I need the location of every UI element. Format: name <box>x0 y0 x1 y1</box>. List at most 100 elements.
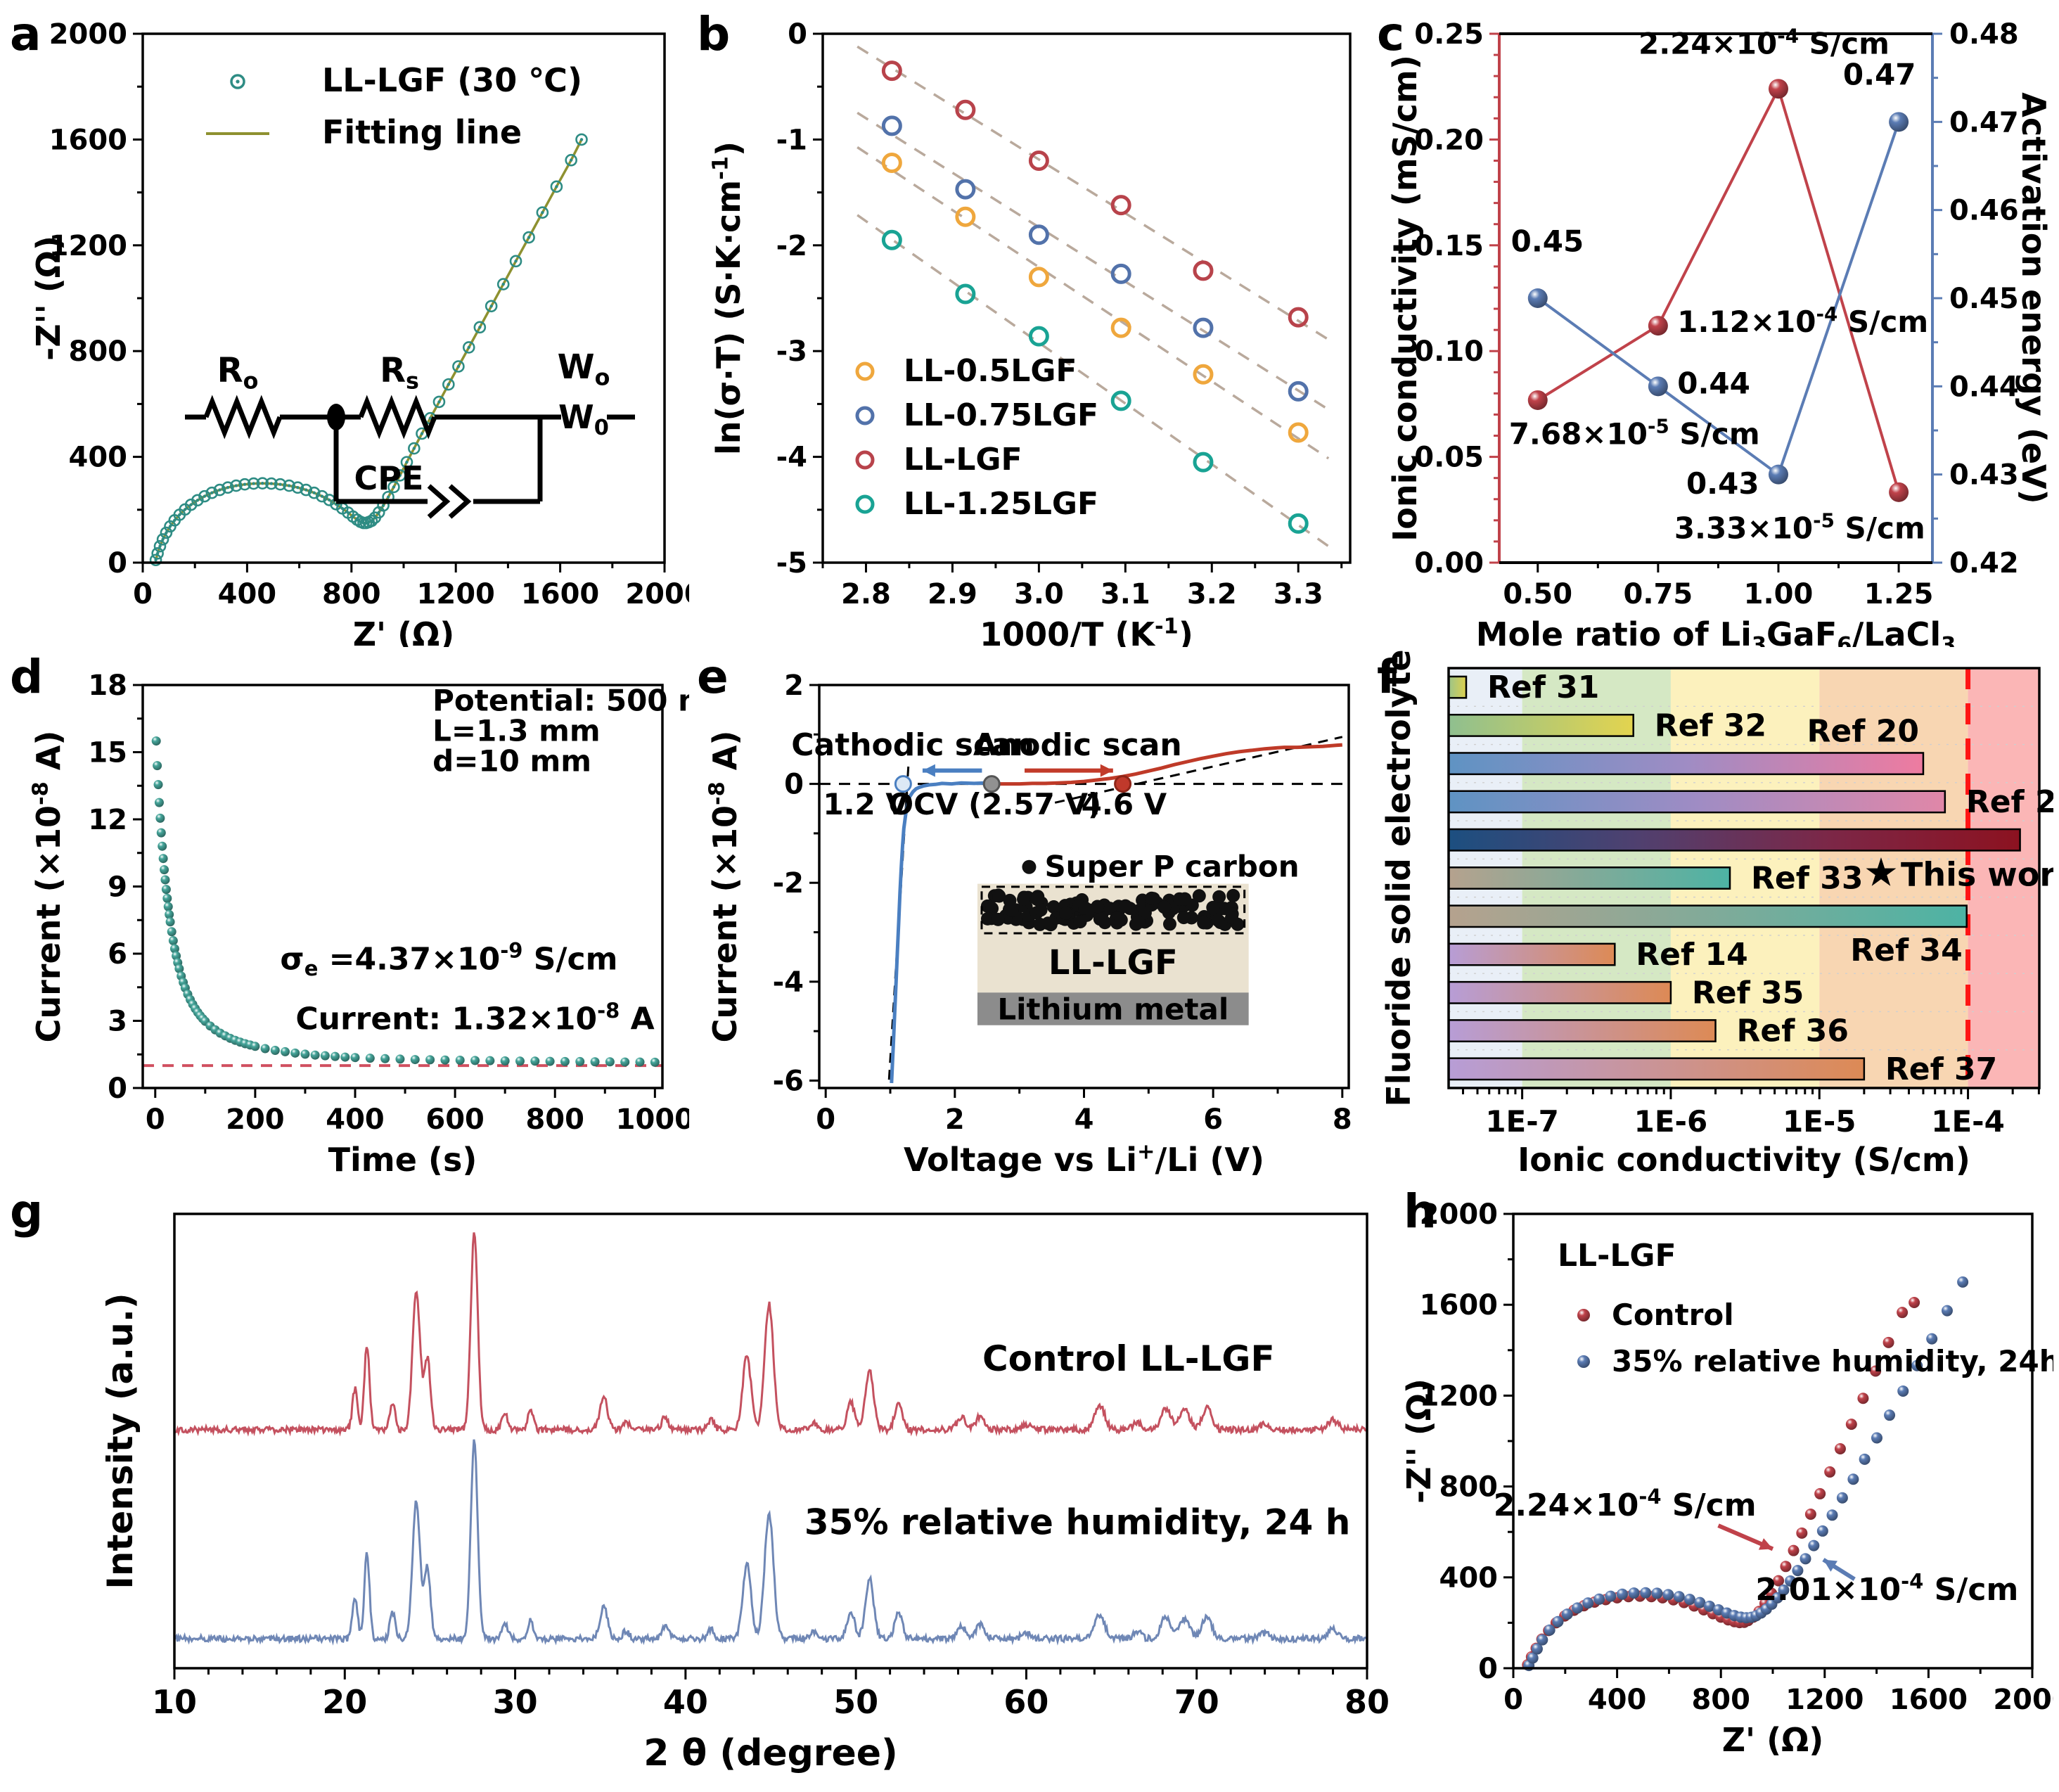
this-work-label: This work <box>1901 855 2053 893</box>
x-tick-label: 0 <box>1503 1684 1523 1716</box>
x-tick-label: 0.75 <box>1624 578 1693 610</box>
y-tick-label: -6 <box>773 1065 804 1097</box>
annotation-text: Current: 1.32×10-8 A <box>295 999 654 1037</box>
circuit-label-rs: Rs <box>380 351 419 395</box>
y-tick-label: 800 <box>1439 1471 1499 1504</box>
y-tick-label: 0 <box>108 1073 127 1105</box>
inset-metal-label: Lithium metal <box>997 992 1229 1027</box>
x-tick-label: 1E-5 <box>1783 1104 1856 1139</box>
annotation-text: 1.2 V <box>823 787 909 821</box>
x-tick-label: 400 <box>326 1103 385 1136</box>
panel-letter-a: a <box>10 7 41 61</box>
y2-tick-label: 0.47 <box>1949 106 2019 139</box>
bar-label: Ref 20 <box>1807 713 1919 749</box>
y-tick-label: -3 <box>776 335 807 368</box>
x-tick-label: 600 <box>425 1103 485 1136</box>
y-axis-title: Fluoride solid electrolyte <box>1380 649 1418 1106</box>
annotation-text: 4.6 V <box>1082 787 1167 821</box>
y-axis-title: Current (×10-8 A) <box>29 731 68 1043</box>
y-tick-label: 0 <box>1478 1653 1498 1685</box>
legend-item-label: Control <box>1612 1298 1734 1332</box>
x-tick-label: 0 <box>146 1103 165 1136</box>
x-tick-label: 2000 <box>1993 1684 2053 1716</box>
panel-e: e Cathodic scan Anodic scan 1.2 V OCV (2.57… <box>693 648 1371 1179</box>
y-tick-label: 2 <box>784 670 804 702</box>
y-tick-label: 1200 <box>1420 1380 1498 1412</box>
y-tick-label: 12 <box>88 804 127 836</box>
bar-Ref 34 <box>1447 904 1968 928</box>
x-tick-label: 6 <box>1203 1103 1223 1136</box>
xrd-trace <box>173 1439 1367 1646</box>
x-tick-label: 30 <box>493 1683 538 1721</box>
x-axis-title: Z' (Ω) <box>1722 1721 1824 1759</box>
y-axis-title: Ionic conductivity (mS/cm) <box>1386 55 1424 542</box>
y-axis-title: Intensity (a.u.) <box>100 1293 141 1589</box>
bar-label: Ref 21 <box>1966 784 2053 820</box>
circuit-label-ro: Ro <box>217 351 259 395</box>
y-tick-label: -2 <box>773 867 804 900</box>
bar-Ref 20 <box>1447 752 1925 776</box>
trace-label: 35% relative humidity, 24 h <box>804 1502 1350 1542</box>
x-tick-label: 10 <box>152 1683 197 1721</box>
y-axis-title: -Z'' (Ω) <box>1400 1378 1438 1504</box>
x-tick-label: 1.25 <box>1864 578 1934 610</box>
x-tick-label: 1200 <box>417 578 495 610</box>
x-tick-label: 2.9 <box>928 578 977 610</box>
y-axis-title: -Z'' (Ω) <box>30 236 68 361</box>
bar-Ref 37 <box>1447 1057 1866 1081</box>
y-tick-label: -4 <box>773 966 804 999</box>
x-tick-label: 400 <box>218 578 277 610</box>
x-tick-label: 3.2 <box>1187 578 1237 610</box>
y-axis-title: ln(σ·T) (S·K·cm-1) <box>709 141 748 455</box>
bar-Ref 36 <box>1447 1019 1717 1043</box>
x-tick-label: 800 <box>322 578 381 610</box>
series-line <box>1537 121 1900 477</box>
panel-letter-h: h <box>1404 1184 1437 1239</box>
panel-h: h 2.24×10-4 S/cm 2.01×10-4 S/cm 0 400 800 120… <box>1399 1183 2059 1786</box>
warburg-symbol: W0 <box>558 398 609 440</box>
y-tick-label: -5 <box>776 547 807 580</box>
current-decay-chart-d: Potential: 500 mVL=1.3 mmd=10 mm σe =4.37… <box>29 670 732 1179</box>
x-tick-label: 1600 <box>1890 1684 1968 1716</box>
x-tick-label: 40 <box>663 1683 708 1721</box>
legend-title: LL-LGF <box>1558 1238 1676 1274</box>
xrd-trace <box>174 1232 1367 1438</box>
y-tick-label: 3 <box>108 1006 127 1038</box>
x-axis-title: Voltage vs Li+/Li (V) <box>904 1140 1264 1179</box>
x-tick-label: 1E-4 <box>1931 1104 2005 1139</box>
annotation-text: d=10 mm <box>432 744 591 779</box>
conductivity-energy-chart-c: 2.24×10-4 S/cm 1.12×10-4 S/cm 7.68×10-5 S/… <box>1386 18 2053 658</box>
annotation-text: 0.45 <box>1511 224 1584 259</box>
y-axis-title: Current (×10-8 A) <box>705 731 745 1043</box>
bar-Ref 31 <box>1447 675 1468 699</box>
x-tick-label: 2000 <box>625 578 689 610</box>
bar-Ref 21 <box>1447 790 1946 814</box>
conductivity-comparison-bars-f: Ref 31 Ref 32 Ref 20 Ref 21 Ref 33 Ref 34 Ref … <box>1380 649 2059 1179</box>
y-tick-label: 0 <box>784 769 804 801</box>
annotation-text: σe =4.37×10-9 S/cm <box>280 939 617 981</box>
y-tick-label: 2000 <box>49 18 127 51</box>
x-tick-label: 50 <box>833 1683 878 1721</box>
y2-tick-label: 0.42 <box>1949 547 2019 580</box>
nyquist-humidity-chart-h: 2.24×10-4 S/cm 2.01×10-4 S/cm 0 400 800 1200 1… <box>1400 1198 2059 1759</box>
xrd-chart-g: Control LL-LGF 35% relative humidity, 24 … <box>100 1212 1390 1774</box>
annotation-text: 2.24×10-4 S/cm <box>1638 25 1890 61</box>
annotation-text: 0.44 <box>1677 366 1750 400</box>
panel-letter-d: d <box>10 650 44 704</box>
x-tick-label: 2.8 <box>841 578 891 610</box>
y-tick-label: 0.15 <box>1414 230 1484 262</box>
y-tick-label: 6 <box>108 938 127 971</box>
y2-tick-label: 0.46 <box>1949 195 2019 227</box>
x-tick-label: 3.1 <box>1101 578 1150 610</box>
x-tick-label: 1E-7 <box>1485 1104 1559 1139</box>
annotation-text: 2.24×10-4 S/cm <box>1494 1485 1757 1523</box>
panel-letter-c: c <box>1377 7 1405 61</box>
bar-Ref 35 <box>1447 980 1672 1004</box>
annotation-text: 3.33×10-5 S/cm <box>1674 508 1925 545</box>
y-tick-label: 0.10 <box>1414 335 1484 368</box>
y-tick-label: 800 <box>69 335 128 368</box>
y-tick-label: 0.05 <box>1414 442 1484 474</box>
